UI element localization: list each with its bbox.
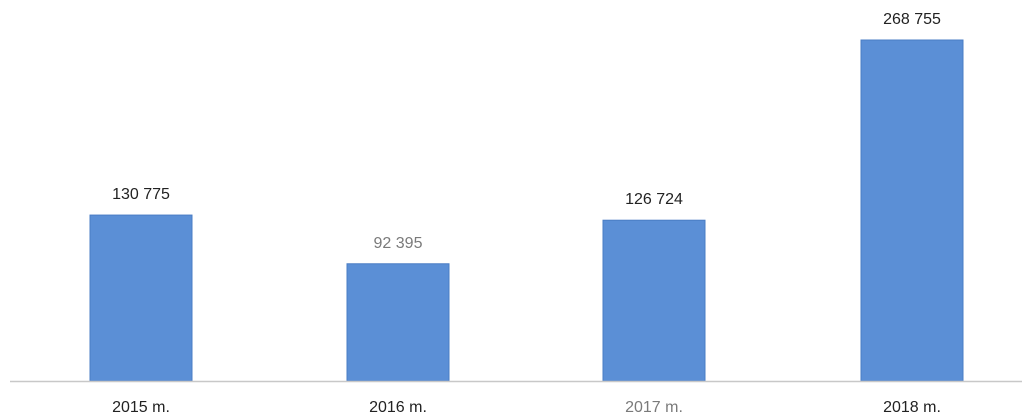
data-label: 92 395: [374, 235, 423, 252]
data-labels-layer: 130 775 92 395 126 724 268 755: [112, 11, 941, 252]
data-label: 130 775: [112, 186, 170, 203]
data-label: 126 724: [625, 191, 683, 208]
x-tick-label: 2017 m.: [625, 399, 683, 416]
x-tick-label: 2018 m.: [883, 399, 941, 416]
x-tick-label: 2015 m.: [112, 399, 170, 416]
bar-2016-m: [346, 263, 450, 382]
x-tick-labels-layer: 2015 m. 2016 m. 2017 m. 2018 m.: [112, 399, 941, 416]
x-tick-label: 2016 m.: [369, 399, 427, 416]
data-label: 268 755: [883, 11, 941, 28]
bar-2017-m: [602, 219, 706, 382]
bar-2015-m: [89, 214, 193, 382]
bar-2018-m: [860, 39, 964, 382]
bars-layer: [89, 39, 964, 382]
